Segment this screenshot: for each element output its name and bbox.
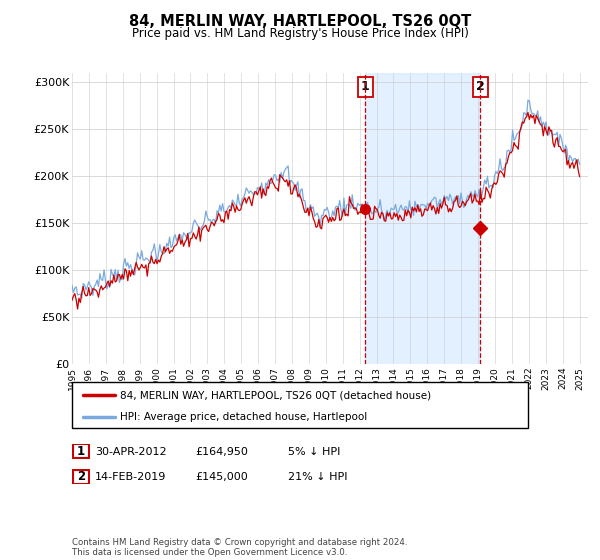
Text: 21% ↓ HPI: 21% ↓ HPI bbox=[288, 472, 347, 482]
Text: 30-APR-2012: 30-APR-2012 bbox=[95, 447, 166, 457]
Text: 84, MERLIN WAY, HARTLEPOOL, TS26 0QT (detached house): 84, MERLIN WAY, HARTLEPOOL, TS26 0QT (de… bbox=[120, 390, 431, 400]
Text: 5% ↓ HPI: 5% ↓ HPI bbox=[288, 447, 340, 457]
Text: 2: 2 bbox=[77, 470, 85, 483]
Text: 1: 1 bbox=[361, 81, 370, 94]
Text: £164,950: £164,950 bbox=[195, 447, 248, 457]
Text: Price paid vs. HM Land Registry's House Price Index (HPI): Price paid vs. HM Land Registry's House … bbox=[131, 27, 469, 40]
Text: 84, MERLIN WAY, HARTLEPOOL, TS26 0QT: 84, MERLIN WAY, HARTLEPOOL, TS26 0QT bbox=[129, 14, 471, 29]
Text: £145,000: £145,000 bbox=[195, 472, 248, 482]
Text: 2: 2 bbox=[476, 81, 484, 94]
Bar bbox=[365, 73, 480, 364]
Text: HPI: Average price, detached house, Hartlepool: HPI: Average price, detached house, Hart… bbox=[120, 412, 367, 422]
Text: 1: 1 bbox=[77, 445, 85, 458]
Text: 14-FEB-2019: 14-FEB-2019 bbox=[95, 472, 166, 482]
Text: Contains HM Land Registry data © Crown copyright and database right 2024.
This d: Contains HM Land Registry data © Crown c… bbox=[72, 538, 407, 557]
